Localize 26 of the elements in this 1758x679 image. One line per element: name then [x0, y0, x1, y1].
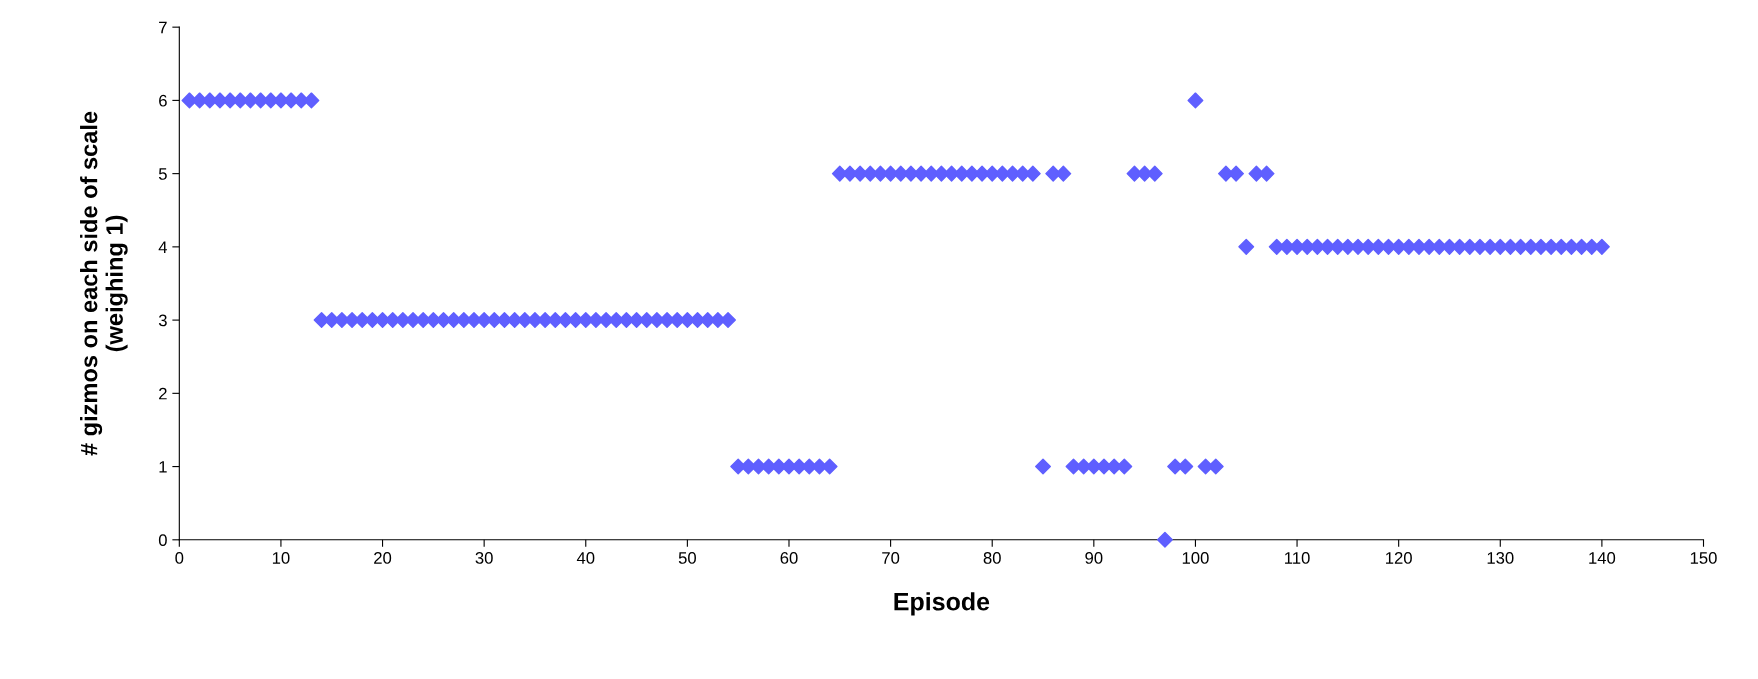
y-tick-label: 3 [158, 314, 167, 327]
y-tick-label: 0 [158, 534, 167, 547]
x-tick-label: 80 [983, 552, 1001, 564]
x-tick-label: 50 [678, 552, 696, 564]
y-tick-label: 6 [159, 94, 167, 107]
x-tick-label: 70 [882, 552, 900, 564]
x-axis-title: Episode [894, 592, 990, 616]
y-tick-label: 7 [159, 21, 167, 34]
x-tick-label: 140 [1589, 552, 1616, 564]
x-tick-label: 0 [175, 552, 184, 564]
y-tick-label: 1 [159, 461, 167, 473]
y-tick-label: 4 [158, 241, 168, 253]
x-tick-label: 150 [1690, 552, 1717, 564]
x-tick-label: 30 [475, 552, 493, 564]
x-tick-label: 90 [1085, 552, 1103, 564]
x-tick-label: 110 [1285, 552, 1310, 564]
x-tick-label: 10 [272, 552, 290, 564]
y-tick-label: 5 [158, 168, 167, 180]
x-tick-label: 100 [1182, 552, 1209, 564]
y-tick-label: 2 [159, 387, 167, 400]
x-tick-label: 120 [1386, 552, 1412, 564]
x-tick-label: 130 [1487, 552, 1514, 564]
x-tick-label: 60 [780, 552, 798, 564]
x-tick-label: 40 [576, 552, 595, 564]
y-axis-title: # gizmos on each side of scale (weighing 1) [80, 111, 128, 456]
x-tick-label: 20 [374, 552, 392, 564]
